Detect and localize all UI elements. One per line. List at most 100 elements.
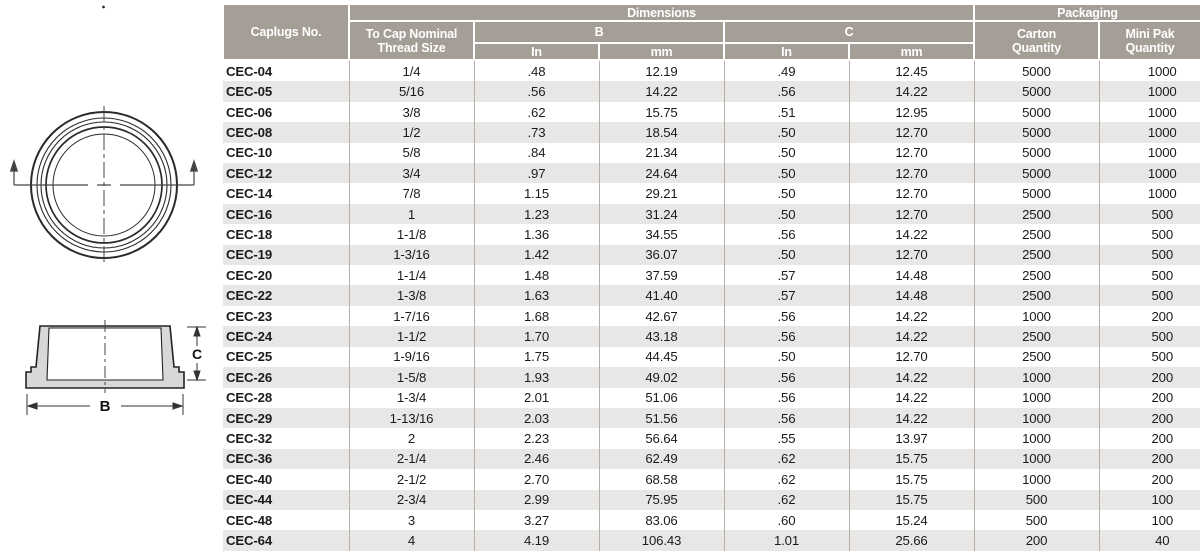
cell-b-in: 1.48 bbox=[473, 265, 599, 286]
cell-mini-pak-qty: 1000 bbox=[1098, 183, 1200, 204]
cell-b-in: .84 bbox=[473, 142, 599, 164]
table-row: CEC-08 1/2.73 18.54.50 12.70 5000 1000 bbox=[223, 122, 1200, 143]
cell-c-in: .50 bbox=[723, 122, 849, 143]
cell-c-in: .51 bbox=[723, 101, 849, 123]
cell-caplugs-no: CEC-05 bbox=[223, 81, 349, 102]
cell-c-mm: 14.22 bbox=[848, 81, 974, 102]
col-header-b: B bbox=[473, 20, 725, 44]
cell-c-mm: 12.70 bbox=[848, 142, 974, 164]
cell-c-in: .57 bbox=[723, 285, 849, 306]
cell-thread-size: 2-3/4 bbox=[348, 489, 474, 510]
table-row: CEC-26 1-5/8 1.93 49.02.56 14.22 1000 200 bbox=[223, 367, 1200, 388]
cell-thread-size: 2 bbox=[348, 428, 474, 449]
cell-c-mm: 12.70 bbox=[848, 122, 974, 143]
cell-thread-size: 3 bbox=[348, 509, 474, 531]
cell-carton-qty: 1000 bbox=[973, 448, 1099, 470]
cell-mini-pak-qty: 500 bbox=[1098, 265, 1200, 286]
cell-b-in: 3.27 bbox=[473, 509, 599, 531]
cell-b-mm: 56.64 bbox=[598, 428, 724, 449]
cell-c-mm: 12.70 bbox=[848, 203, 974, 225]
cell-thread-size: 1/4 bbox=[348, 60, 474, 82]
table-row: CEC-16 1 1.23 31.24.50 12.70 2500 500 bbox=[223, 203, 1200, 225]
cell-carton-qty: 5000 bbox=[973, 81, 1099, 102]
table-row: CEC-36 2-1/4 2.46 62.49.62 15.75 1000 200 bbox=[223, 448, 1200, 470]
cell-mini-pak-qty: 1000 bbox=[1098, 60, 1200, 82]
table-row: CEC-05 5/16.56 14.22.56 14.22 5000 1000 bbox=[223, 81, 1200, 102]
cell-b-mm: 51.56 bbox=[598, 407, 724, 429]
cell-b-mm: 31.24 bbox=[598, 203, 724, 225]
cell-c-in: .56 bbox=[723, 367, 849, 388]
cell-mini-pak-qty: 1000 bbox=[1098, 163, 1200, 184]
cell-c-mm: 14.22 bbox=[848, 326, 974, 347]
cell-c-mm: 15.75 bbox=[848, 469, 974, 490]
cell-c-mm: 12.70 bbox=[848, 183, 974, 204]
cell-mini-pak-qty: 500 bbox=[1098, 346, 1200, 368]
cell-carton-qty: 1000 bbox=[973, 469, 1099, 490]
cell-c-in: .62 bbox=[723, 448, 849, 470]
col-header-c-in: In bbox=[723, 42, 850, 61]
cell-b-in: 1.63 bbox=[473, 285, 599, 306]
col-header-thread-size: To Cap Nominal Thread Size bbox=[348, 20, 475, 61]
cell-b-mm: 34.55 bbox=[598, 224, 724, 245]
cell-b-mm: 42.67 bbox=[598, 305, 724, 327]
cell-c-in: .55 bbox=[723, 428, 849, 449]
cell-thread-size: 2-1/2 bbox=[348, 469, 474, 490]
cell-mini-pak-qty: 500 bbox=[1098, 326, 1200, 347]
table-row: CEC-25 1-9/16 1.75 44.45.50 12.70 2500 500 bbox=[223, 346, 1200, 368]
cell-caplugs-no: CEC-64 bbox=[223, 530, 349, 551]
cell-carton-qty: 1000 bbox=[973, 428, 1099, 449]
cell-b-in: 2.01 bbox=[473, 387, 599, 408]
cell-caplugs-no: CEC-20 bbox=[226, 267, 273, 283]
dimension-b bbox=[26, 394, 184, 415]
cell-b-in: 1.36 bbox=[473, 224, 599, 245]
cell-c-mm: 14.22 bbox=[848, 305, 974, 327]
cell-b-mm: 21.34 bbox=[598, 142, 724, 164]
cell-b-mm: 49.02 bbox=[598, 367, 724, 388]
cell-c-mm: 13.97 bbox=[848, 428, 974, 449]
cell-c-in: .56 bbox=[723, 387, 849, 408]
table-row: CEC-48 3 3.27 83.06.60 15.24 500 100 bbox=[223, 509, 1200, 531]
cell-c-in: .57 bbox=[723, 265, 849, 286]
cell-b-in: 1.68 bbox=[473, 305, 599, 327]
cell-b-in: 2.46 bbox=[473, 448, 599, 470]
cell-c-mm: 15.75 bbox=[848, 448, 974, 470]
cell-b-mm: 41.40 bbox=[598, 285, 724, 306]
cell-mini-pak-qty: 200 bbox=[1098, 469, 1200, 490]
cell-b-mm: 18.54 bbox=[598, 122, 724, 143]
cell-mini-pak-qty: 40 bbox=[1098, 530, 1200, 551]
cell-b-in: .48 bbox=[473, 60, 599, 82]
cell-caplugs-no: CEC-19 bbox=[223, 244, 349, 266]
cell-caplugs-no: CEC-22 bbox=[223, 285, 349, 306]
cell-b-in: 4.19 bbox=[473, 530, 599, 551]
col-header-caplugs-no: Caplugs No. bbox=[222, 3, 350, 61]
cell-mini-pak-qty: 200 bbox=[1098, 367, 1200, 388]
cell-b-in: 1.15 bbox=[473, 183, 599, 204]
section-line bbox=[9, 159, 199, 186]
cell-carton-qty: 1000 bbox=[973, 407, 1099, 429]
cell-thread-size: 1-5/8 bbox=[348, 367, 474, 388]
cell-b-in: .97 bbox=[473, 163, 599, 184]
table-row: CEC-40 2-1/2 2.70 68.58.62 15.75 1000 200 bbox=[223, 469, 1200, 490]
cell-carton-qty: 5000 bbox=[973, 60, 1099, 82]
cell-thread-size: 1-9/16 bbox=[348, 346, 474, 368]
cell-b-in: 1.93 bbox=[473, 367, 599, 388]
cell-caplugs-no: CEC-10 bbox=[226, 145, 273, 161]
cell-c-mm: 15.75 bbox=[848, 489, 974, 510]
table-row: CEC-44 2-3/4 2.99 75.95.62 15.75 500 100 bbox=[223, 489, 1200, 510]
col-header-c-mm: mm bbox=[848, 42, 975, 61]
cell-carton-qty: 5000 bbox=[973, 183, 1099, 204]
cell-c-mm: 12.70 bbox=[848, 163, 974, 184]
cell-caplugs-no: CEC-14 bbox=[226, 186, 273, 202]
cell-b-mm: 75.95 bbox=[598, 489, 724, 510]
cell-carton-qty: 5000 bbox=[973, 122, 1099, 143]
cell-caplugs-no: CEC-08 bbox=[223, 122, 349, 143]
table-row: CEC-23 1-7/16 1.68 42.67.56 14.22 1000 200 bbox=[223, 305, 1200, 327]
cell-carton-qty: 5000 bbox=[973, 163, 1099, 184]
table-row: CEC-29 1-13/16 2.03 51.56.56 14.22 1000 200 bbox=[223, 407, 1200, 429]
cell-caplugs-no: CEC-26 bbox=[223, 367, 349, 388]
cell-b-in: .56 bbox=[473, 81, 599, 102]
cell-carton-qty: 200 bbox=[973, 530, 1099, 551]
cell-carton-qty: 500 bbox=[973, 489, 1099, 510]
cell-c-in: .50 bbox=[723, 163, 849, 184]
